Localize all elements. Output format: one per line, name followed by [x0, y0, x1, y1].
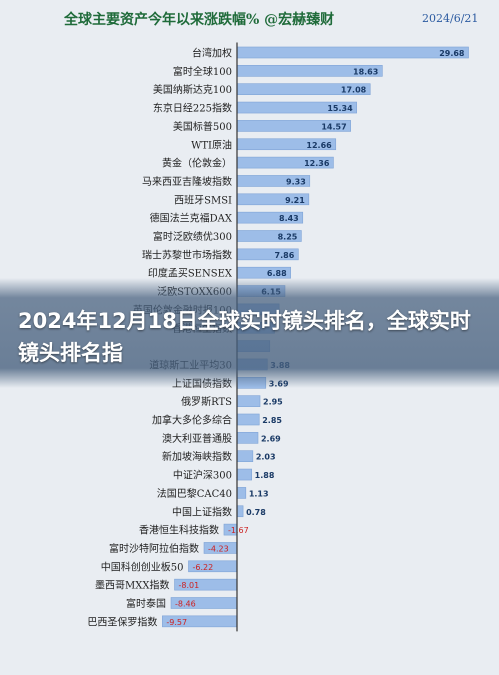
bar-24	[236, 487, 247, 499]
value-label-4: 14.57	[321, 122, 346, 131]
value-label-19: 2.95	[263, 398, 283, 407]
value-label-11: 7.86	[275, 251, 295, 260]
value-label-12: 6.88	[267, 269, 287, 278]
headline-text: 2024年12月18日全球实时镜头排名，全球实时镜头排名指	[18, 309, 471, 365]
headline-overlay	[0, 278, 499, 388]
category-label-25: 中国上证指数	[172, 505, 232, 518]
value-label-29: -8.01	[179, 581, 200, 590]
category-label-27: 富时沙特阿拉伯指数	[109, 542, 199, 555]
category-label-23: 中证沪深300	[173, 469, 232, 482]
category-label-28: 中国科创创业板50	[101, 560, 184, 573]
value-label-27: -4.23	[208, 544, 229, 553]
value-label-26: -1.67	[228, 526, 249, 535]
category-label-5: WTI原油	[191, 138, 232, 151]
value-label-23: 1.88	[255, 471, 275, 480]
category-label-26: 香港恒生科技指数	[139, 524, 219, 537]
category-label-4: 美国标普500	[173, 120, 232, 133]
category-label-10: 富时泛欧绩优300	[153, 230, 232, 243]
value-label-30: -8.46	[175, 600, 196, 609]
value-label-21: 2.69	[261, 434, 281, 443]
value-label-20: 2.85	[262, 416, 282, 425]
value-label-28: -6.22	[192, 563, 213, 572]
category-label-12: 印度孟买SENSEX	[148, 267, 233, 280]
value-label-0: 29.68	[439, 49, 465, 58]
value-label-6: 12.36	[304, 159, 330, 168]
value-label-25: 0.78	[246, 508, 266, 517]
bar-20	[236, 413, 260, 426]
bar-19	[236, 395, 261, 407]
category-label-21: 澳大利亚普通股	[162, 432, 232, 445]
value-label-8: 9.21	[285, 196, 305, 205]
category-label-7: 马来西亚吉隆坡指数	[142, 175, 232, 188]
value-label-22: 2.03	[256, 453, 276, 462]
value-label-2: 17.08	[341, 86, 367, 95]
bar-0	[236, 46, 469, 59]
value-label-5: 12.66	[306, 141, 332, 150]
category-label-29: 墨西哥MXX指数	[95, 579, 169, 592]
value-label-10: 8.25	[278, 233, 298, 242]
category-label-1: 富时全球100	[173, 65, 232, 78]
category-label-3: 东京日经225指数	[153, 102, 232, 115]
category-label-0: 台湾加权	[192, 47, 232, 60]
value-label-24: 1.13	[249, 489, 269, 498]
value-label-7: 9.33	[286, 177, 306, 186]
category-label-9: 德国法兰克福DAX	[150, 212, 233, 225]
category-label-30: 富时泰国	[126, 597, 166, 610]
bar-21	[236, 432, 259, 444]
category-label-31: 巴西圣保罗指数	[87, 615, 157, 628]
value-label-31: -9.57	[166, 618, 187, 627]
bar-25	[236, 505, 244, 518]
category-label-24: 法国巴黎CAC40	[157, 487, 232, 500]
chart-title: 全球主要资产今年以来涨跌幅% @宏赫臻财	[64, 12, 335, 28]
bar-22	[236, 450, 254, 463]
category-label-22: 新加坡海峡指数	[162, 450, 232, 463]
category-label-19: 俄罗斯RTS	[181, 395, 232, 408]
category-label-20: 加拿大多伦多综合	[152, 414, 232, 427]
value-label-3: 15.34	[327, 104, 353, 113]
category-label-8: 西班牙SMSI	[174, 194, 232, 206]
category-label-11: 瑞士苏黎世市场指数	[142, 248, 232, 261]
category-label-2: 美国纳斯达克100	[153, 83, 232, 96]
value-label-1: 18.63	[353, 67, 378, 76]
bar-23	[236, 468, 252, 481]
chart-date: 2024/6/21	[422, 12, 479, 25]
value-label-9: 8.43	[279, 214, 299, 223]
category-label-6: 黄金（伦敦金）	[162, 157, 232, 170]
